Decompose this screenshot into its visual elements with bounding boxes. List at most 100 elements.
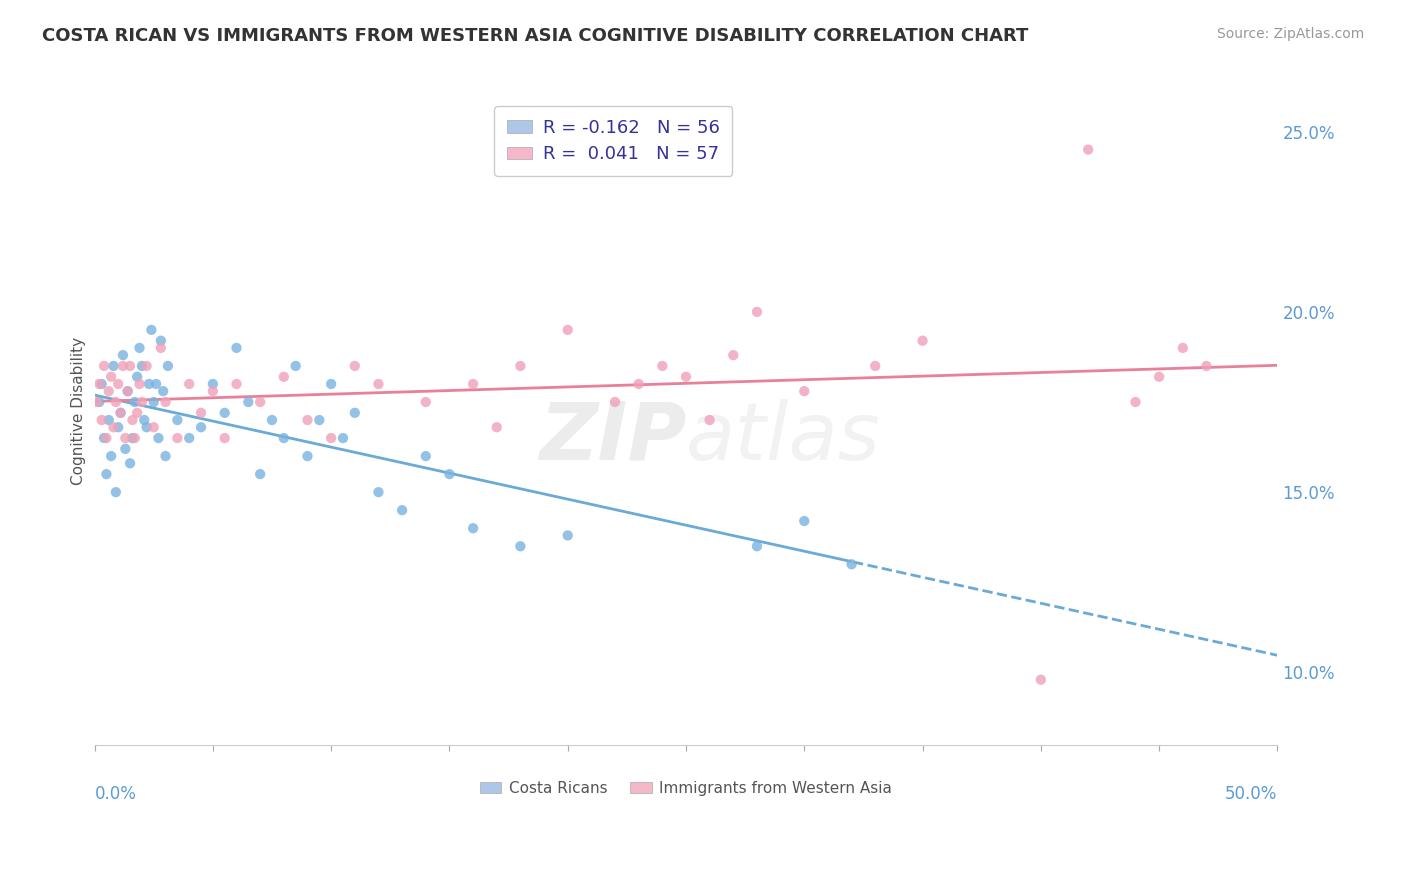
Point (297, 413, 319, 427)
Point (135, 359, 157, 373)
Point (96, 431, 118, 445)
Point (127, 369, 149, 384)
Point (190, 420, 212, 434)
Point (627, 376, 650, 391)
Point (249, 395, 271, 409)
Point (93, 359, 115, 373)
Point (111, 348, 134, 362)
Point (100, 369, 122, 384)
Point (308, 413, 330, 427)
Point (148, 431, 170, 445)
Point (128, 341, 150, 355)
Point (214, 431, 236, 445)
Point (225, 376, 247, 391)
Point (260, 413, 283, 427)
Point (135, 420, 157, 434)
Point (485, 420, 508, 434)
Point (155, 395, 177, 409)
Text: 0.0%: 0.0% (94, 785, 136, 803)
Point (117, 384, 139, 399)
Point (89, 395, 111, 409)
Point (142, 420, 165, 434)
Point (745, 305, 768, 319)
Point (557, 528, 579, 542)
Point (1077, 143, 1099, 157)
Point (104, 485, 127, 500)
Point (100, 449, 122, 463)
Point (114, 442, 136, 456)
Point (145, 376, 167, 391)
Point (117, 384, 139, 399)
Point (225, 341, 247, 355)
Point (166, 413, 188, 427)
Point (201, 384, 224, 399)
Point (321, 376, 343, 391)
Point (1195, 359, 1218, 373)
Point (124, 395, 146, 409)
Point (128, 376, 150, 391)
Point (343, 406, 366, 420)
Point (121, 413, 143, 427)
Point (865, 359, 887, 373)
Point (107, 376, 129, 391)
Text: 50.0%: 50.0% (1225, 785, 1278, 803)
Point (190, 406, 212, 420)
Point (124, 431, 146, 445)
Point (1125, 395, 1147, 409)
Point (332, 431, 354, 445)
Text: COSTA RICAN VS IMMIGRANTS FROM WESTERN ASIA COGNITIVE DISABILITY CORRELATION CHA: COSTA RICAN VS IMMIGRANTS FROM WESTERN A… (42, 27, 1029, 45)
Point (131, 359, 153, 373)
Point (179, 431, 201, 445)
Point (214, 406, 236, 420)
Point (273, 431, 295, 445)
Text: atlas: atlas (686, 399, 880, 476)
Point (134, 413, 156, 427)
Point (391, 503, 413, 517)
Point (911, 334, 934, 348)
Point (90, 376, 112, 391)
Point (149, 341, 172, 355)
Point (111, 359, 134, 373)
Point (149, 334, 172, 348)
Point (745, 539, 768, 553)
Point (152, 384, 174, 399)
Point (439, 467, 461, 482)
Point (120, 456, 142, 470)
Point (367, 376, 389, 391)
Point (321, 431, 343, 445)
Text: ZIP: ZIP (538, 399, 686, 476)
Point (238, 395, 260, 409)
Point (603, 395, 626, 409)
Point (90, 413, 112, 427)
Point (86, 395, 108, 409)
Point (284, 359, 307, 373)
Point (97, 384, 120, 399)
Point (138, 376, 160, 391)
Point (461, 521, 484, 535)
Point (107, 420, 129, 434)
Point (97, 413, 120, 427)
Point (367, 485, 389, 500)
Point (93, 431, 115, 445)
Point (120, 359, 142, 373)
Point (249, 467, 271, 482)
Point (1029, 673, 1052, 687)
Point (723, 348, 745, 362)
Legend: Costa Ricans, Immigrants from Western Asia: Costa Ricans, Immigrants from Western As… (472, 773, 900, 804)
Point (103, 359, 125, 373)
Point (166, 431, 188, 445)
Point (343, 359, 366, 373)
Point (509, 539, 531, 553)
Point (96, 467, 118, 482)
Point (699, 413, 721, 427)
Point (201, 376, 224, 391)
Point (415, 395, 437, 409)
Text: Source: ZipAtlas.com: Source: ZipAtlas.com (1216, 27, 1364, 41)
Point (297, 449, 319, 463)
Point (141, 323, 163, 337)
Point (415, 449, 437, 463)
Point (127, 406, 149, 420)
Point (793, 384, 815, 399)
Y-axis label: Cognitive Disability: Cognitive Disability (72, 337, 86, 485)
Point (273, 369, 295, 384)
